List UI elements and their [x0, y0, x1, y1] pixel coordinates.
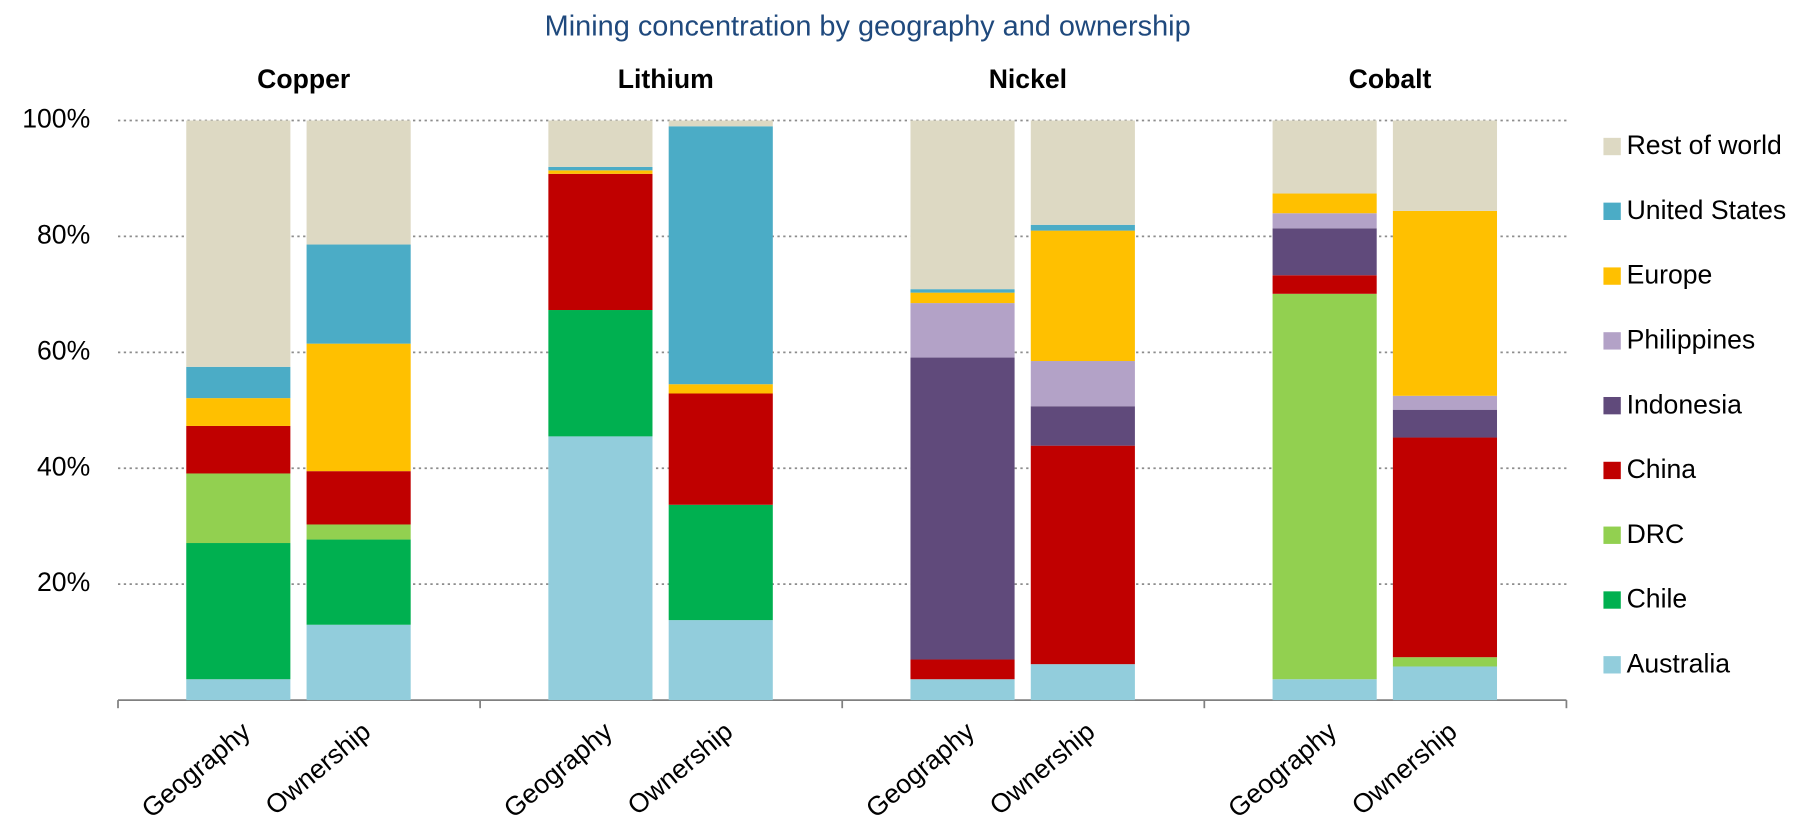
bar-segment — [668, 620, 773, 701]
group-title: Cobalt — [1349, 64, 1432, 94]
bar-segment — [548, 436, 653, 701]
bar-segment — [306, 539, 411, 625]
legend-swatch — [1603, 137, 1621, 156]
x-tick-label: Ownership — [622, 716, 739, 821]
bar-segment — [1272, 679, 1377, 701]
legend-swatch — [1603, 396, 1621, 415]
x-tick-label: Geography — [498, 716, 619, 824]
bar-segment — [186, 543, 291, 680]
legend-label: Rest of world — [1627, 130, 1782, 160]
bar-segment — [1030, 120, 1135, 225]
bar-segment — [910, 120, 1015, 290]
bar-segment — [306, 524, 411, 540]
x-tick-label: Ownership — [1346, 716, 1463, 821]
bar-segment — [186, 679, 291, 701]
bar-segment — [1030, 406, 1135, 446]
bar-segment — [548, 170, 653, 174]
bar-segment — [306, 624, 411, 701]
y-tick-label: 40% — [37, 451, 90, 481]
y-tick-label: 20% — [37, 567, 90, 597]
bar-segment — [1392, 395, 1498, 410]
bar-segment — [1030, 361, 1135, 407]
bar-segment — [1392, 409, 1498, 438]
bar-segment — [1272, 120, 1377, 194]
y-tick-label: 100% — [22, 104, 90, 134]
bar-segment — [1392, 120, 1498, 211]
bar-segment — [186, 473, 291, 544]
legend-swatch — [1603, 202, 1621, 220]
bar-segment — [668, 393, 773, 505]
bar-segment — [1272, 293, 1377, 680]
bar-segment — [1030, 664, 1135, 701]
legend-label: Indonesia — [1627, 389, 1743, 419]
bar-segment — [306, 244, 411, 344]
legend-label: DRC — [1627, 519, 1685, 549]
group-title: Nickel — [989, 64, 1067, 94]
chart-title: Mining concentration by geography and ow… — [545, 11, 1191, 43]
bar-segment — [186, 398, 291, 426]
legend-swatch — [1603, 332, 1621, 350]
bar-segment — [306, 471, 411, 525]
legend-swatch — [1603, 461, 1621, 480]
bar-segment — [1030, 224, 1135, 231]
group-title: Lithium — [618, 64, 714, 94]
x-tick-label: Geography — [860, 716, 981, 824]
bar-segment — [548, 310, 653, 437]
legend-label: Australia — [1627, 648, 1731, 678]
bar-segment — [1030, 230, 1135, 362]
legend-swatch — [1603, 591, 1621, 609]
legend-swatch — [1603, 526, 1621, 544]
bar-segment — [910, 679, 1015, 701]
legend-label: Chile — [1627, 584, 1688, 614]
bar-segment — [306, 120, 411, 245]
bar-segment — [910, 659, 1015, 680]
group-title: Copper — [257, 64, 350, 94]
x-tick-label: Ownership — [984, 716, 1101, 821]
y-tick-label: 60% — [37, 335, 90, 365]
legend-label: Europe — [1627, 260, 1713, 290]
bar-segment — [186, 366, 291, 399]
bar-segment — [548, 166, 653, 171]
legend-label: China — [1627, 454, 1697, 484]
bar-segment — [1030, 445, 1135, 665]
bar-segment — [1272, 193, 1377, 214]
bar-segment — [910, 303, 1015, 358]
bar-segment — [186, 120, 291, 367]
bar-segment — [910, 292, 1015, 304]
bar-segment — [1272, 275, 1377, 294]
bar-segment — [1392, 666, 1498, 701]
legend-label: Philippines — [1627, 324, 1756, 354]
bar-segment — [1392, 210, 1498, 396]
bar-segment — [548, 173, 653, 311]
bar-segment — [1272, 228, 1377, 276]
legend-swatch — [1603, 267, 1621, 285]
bar-segment — [668, 126, 773, 385]
bar-segment — [1392, 657, 1498, 667]
x-tick-label: Geography — [1222, 716, 1343, 824]
bar-segment — [910, 357, 1015, 660]
x-tick-label: Geography — [136, 716, 257, 824]
legend-swatch — [1603, 656, 1621, 674]
bar-segment — [1272, 213, 1377, 229]
x-tick-label: Ownership — [260, 716, 377, 821]
bar-segment — [910, 289, 1015, 293]
bar-segment — [548, 120, 653, 167]
bar-segment — [186, 425, 291, 474]
bar-segment — [668, 120, 773, 127]
bar-segment — [668, 504, 773, 621]
y-tick-label: 80% — [37, 219, 90, 249]
bar-segment — [306, 343, 411, 472]
bar-segment — [668, 384, 773, 394]
bar-segment — [1392, 437, 1498, 658]
legend-label: United States — [1627, 195, 1787, 225]
